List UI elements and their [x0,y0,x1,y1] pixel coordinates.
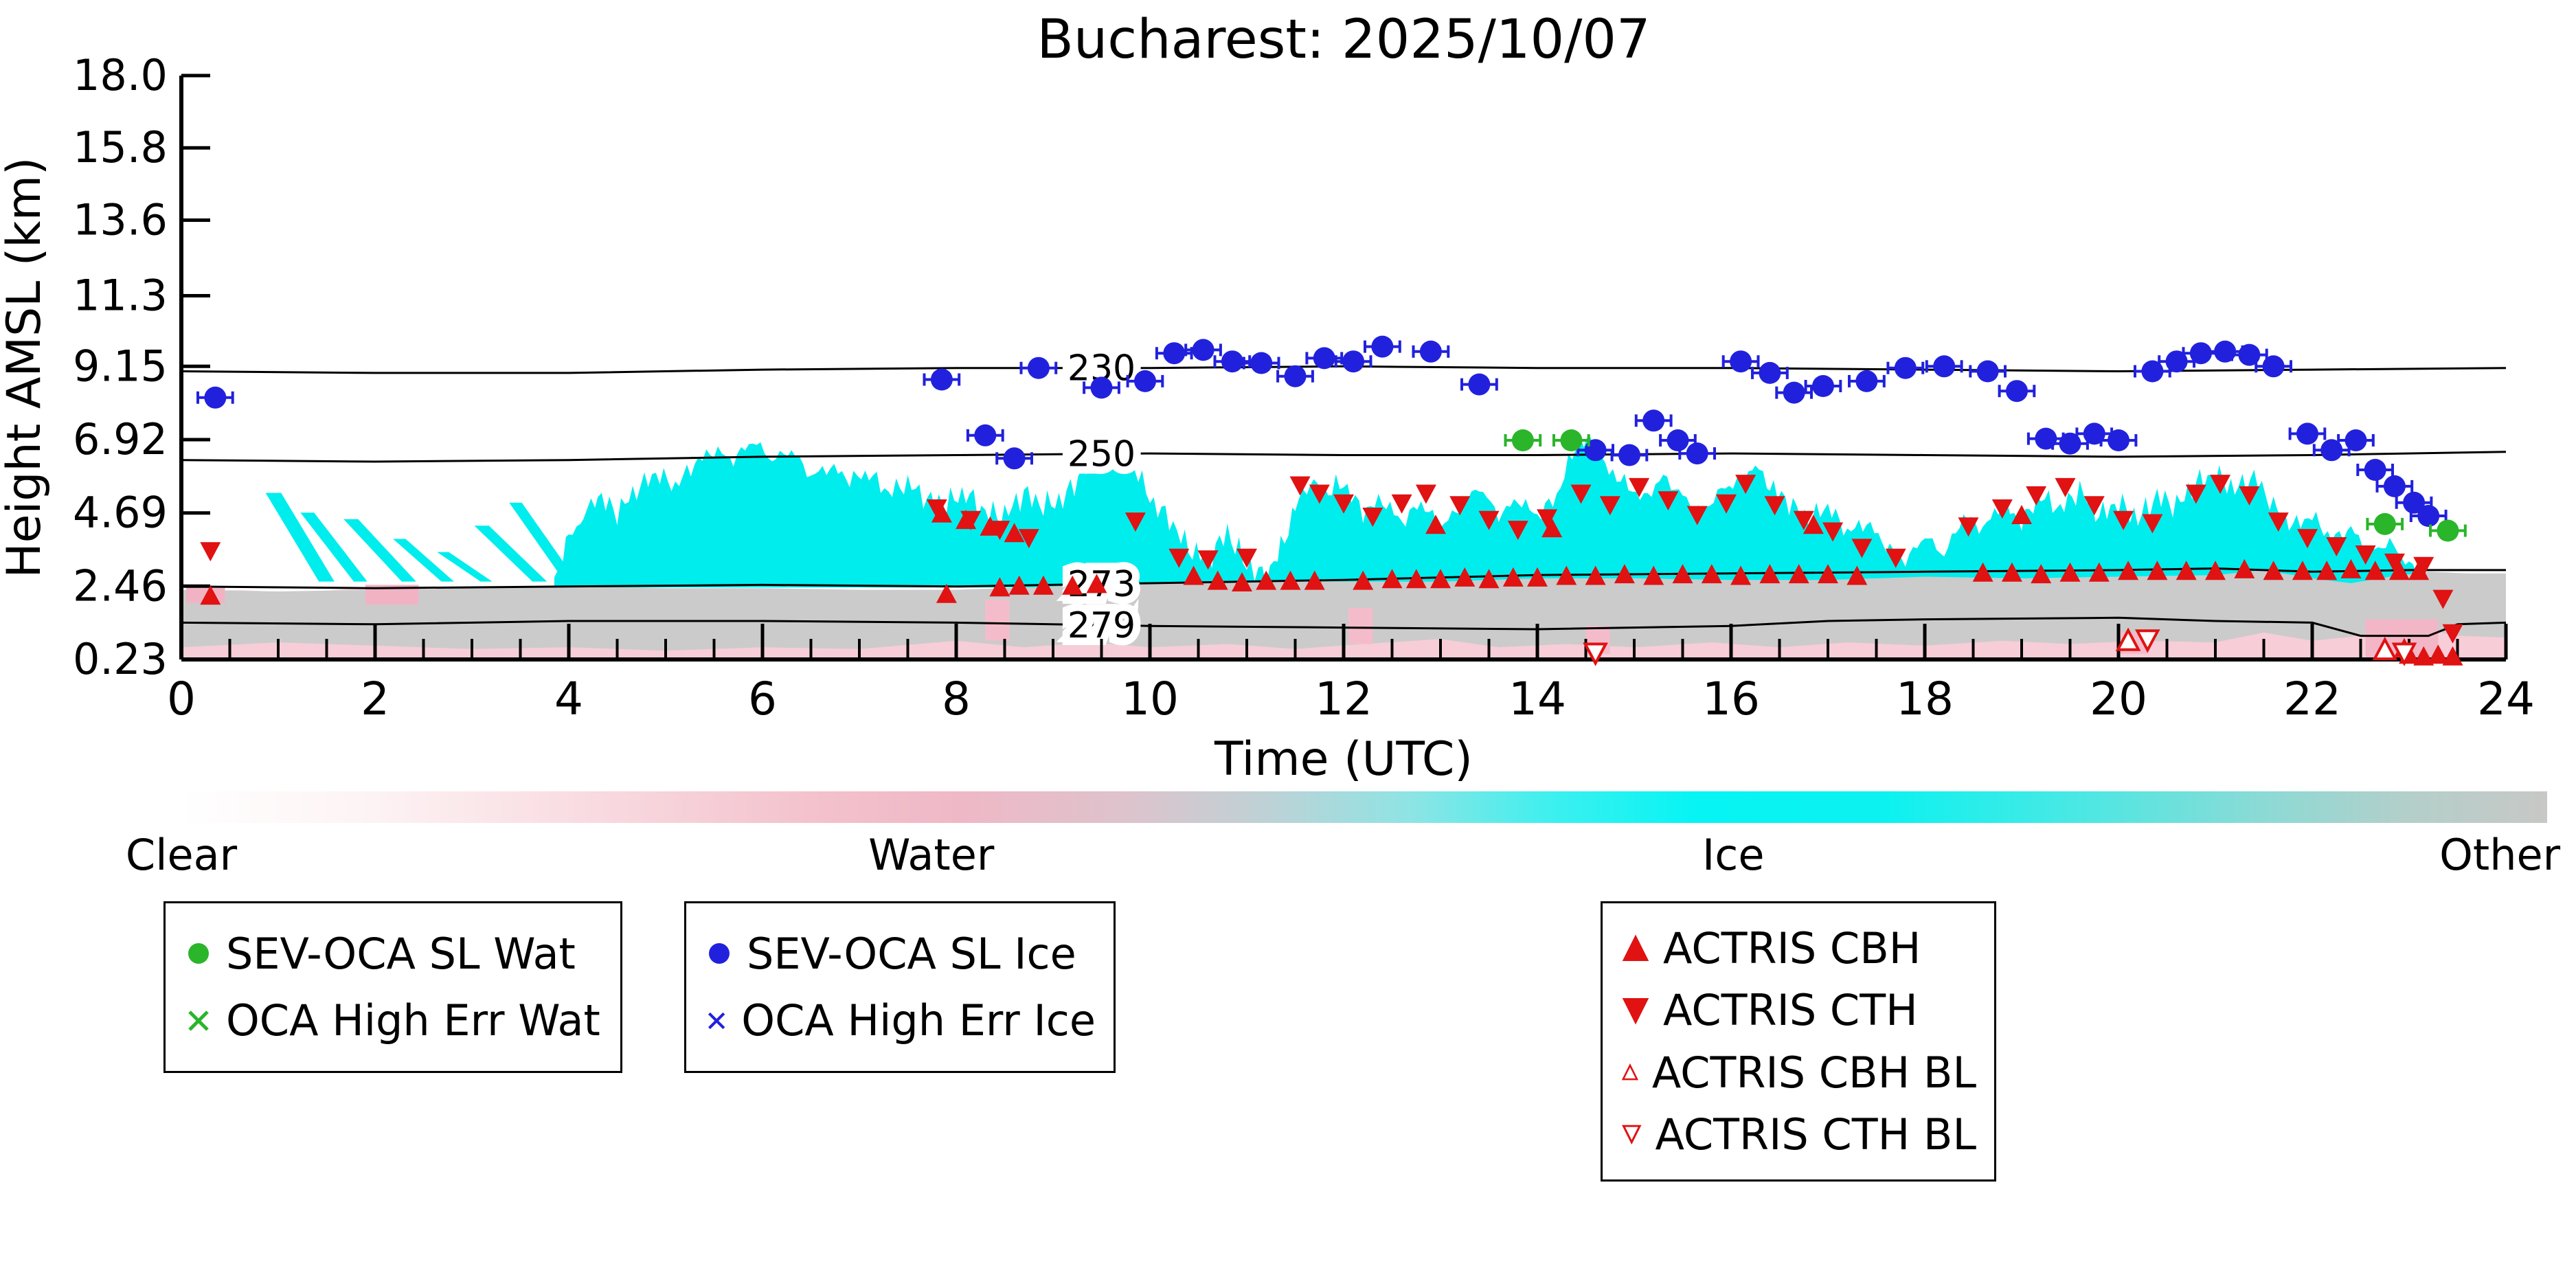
legend-item-label: OCA High Err Ice [741,995,1096,1046]
x-tick-label: 4 [554,673,583,725]
legend-item-label: SEV-OCA SL Wat [226,928,576,979]
legend-item-label: OCA High Err Wat [226,995,600,1046]
y-tick-label: 4.69 [73,488,168,538]
legend-box-water: SEV-OCA SL Wat OCA High Err Wat [163,901,622,1073]
x-tick-label: 16 [1702,673,1760,725]
y-tick-label: 15.8 [73,122,168,172]
legend-item-label: ACTRIS CTH [1663,985,1918,1036]
triangle-up-icon [1622,934,1649,961]
circle-icon [709,943,730,964]
colorbar-label-ice: Ice [1702,830,1765,880]
colorbar-label-other: Other [2439,830,2561,880]
triangle-down-icon [1622,997,1649,1025]
x-icon [188,1010,209,1031]
x-tick-label: 18 [1896,673,1954,725]
x-tick-label: 14 [1509,673,1566,725]
x-tick-label: 6 [748,673,777,725]
y-tick-label: 0.23 [73,634,168,684]
x-tick-label: 10 [1121,673,1179,725]
colorbar-strip [181,791,2547,823]
colorbar-label-water: Water [868,830,995,880]
y-tick-label: 6.92 [73,414,168,464]
circle-icon [188,943,209,964]
legend-item: ACTRIS CTH [1620,985,1976,1035]
y-tick-label: 11.3 [73,271,168,321]
series-actris-cbh-bl [2115,627,2398,661]
legend-box-actris: ACTRIS CBH ACTRIS CTH ACTRIS CBH BL ACTRIS … [1601,901,1996,1182]
y-tick-label: 18.0 [73,50,168,100]
triangle-up-open-icon [1621,1063,1639,1081]
legend-item: SEV-OCA SL Ice [704,929,1096,979]
chart-title: Bucharest: 2025/10/07 [1037,9,1650,71]
x-tick-label: 2 [361,673,389,725]
x-tick-label: 0 [167,673,196,725]
y-tick-label: 2.46 [73,561,168,611]
series-actris-cth-bl [1583,629,2417,666]
y-axis-label: Height AMSL (km) [0,157,52,578]
legend-item: ACTRIS CTH BL [1620,1109,1976,1160]
triangle-down-open-icon [1622,1125,1642,1145]
series-actris-cbh [200,503,2463,666]
y-tick-label: 9.15 [73,341,168,391]
plot-svg: 2302502732790.232.464.696.929.1511.313.6… [0,9,2535,783]
colorbar-label-clear: Clear [125,830,238,880]
x-tick-label: 22 [2283,673,2341,725]
x-axis-label: Time (UTC) [1214,732,1473,783]
y-tick-label: 13.6 [73,195,168,245]
legend-box-ice: SEV-OCA SL Ice OCA High Err Ice [684,901,1116,1073]
legend-item: OCA High Err Wat [183,995,602,1046]
x-tick-label: 24 [2477,673,2535,725]
x-icon [708,1012,725,1029]
isotherm-label: 250 [1067,434,1136,475]
legend-item: SEV-OCA SL Wat [183,929,602,979]
legend-item: OCA High Err Ice [704,995,1096,1046]
legend-item: ACTRIS CBH BL [1620,1048,1976,1098]
series-sev-oca-sl-wat [1504,429,2467,542]
legend-item-label: ACTRIS CTH BL [1655,1109,1976,1160]
isotherm-label: 230 [1067,348,1136,389]
x-tick-label: 20 [2090,673,2147,725]
colorbar-labels: Clear Water Ice Other [126,830,2560,885]
legend-item-label: ACTRIS CBH BL [1651,1047,1976,1098]
series-actris-cth [200,475,2463,644]
x-tick-label: 8 [942,673,971,725]
legend-item-label: SEV-OCA SL Ice [747,928,1076,979]
x-tick-label: 12 [1315,673,1372,725]
legend-item-label: ACTRIS CBH [1663,923,1921,974]
legend-item: ACTRIS CBH [1620,923,1976,973]
series-sev-oca-sl-ice [196,335,2448,527]
